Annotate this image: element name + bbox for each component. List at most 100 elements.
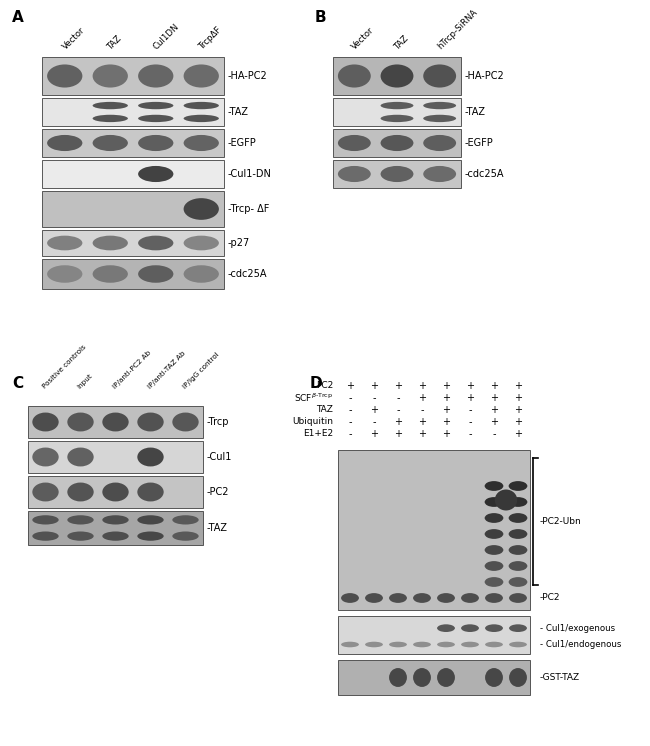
Text: -: - <box>492 429 496 439</box>
Text: -TAZ: -TAZ <box>207 523 228 533</box>
Ellipse shape <box>423 166 456 182</box>
Text: -Cul1-DN: -Cul1-DN <box>228 169 272 179</box>
Text: IP/IgG control: IP/IgG control <box>181 351 220 390</box>
Ellipse shape <box>92 102 128 109</box>
Ellipse shape <box>389 668 407 687</box>
Text: TAZ: TAZ <box>316 406 333 415</box>
Text: +: + <box>442 417 450 427</box>
Text: -: - <box>372 393 376 403</box>
Ellipse shape <box>509 624 527 632</box>
Ellipse shape <box>423 135 456 151</box>
Ellipse shape <box>183 102 219 109</box>
Text: +: + <box>442 405 450 415</box>
Ellipse shape <box>338 166 370 182</box>
Ellipse shape <box>485 481 503 491</box>
Text: -EGFP: -EGFP <box>228 138 257 148</box>
Ellipse shape <box>509 577 527 587</box>
Ellipse shape <box>461 624 479 632</box>
Text: +: + <box>466 393 474 403</box>
Bar <box>28 476 203 508</box>
Bar <box>28 511 203 545</box>
Ellipse shape <box>437 642 455 648</box>
Text: +: + <box>418 381 426 391</box>
Ellipse shape <box>461 593 479 603</box>
Text: Input: Input <box>77 372 94 390</box>
Ellipse shape <box>102 483 129 501</box>
Text: -: - <box>348 405 352 415</box>
Text: -Trcp: -Trcp <box>207 417 229 427</box>
Text: -PC2-Ubn: -PC2-Ubn <box>540 517 582 526</box>
Ellipse shape <box>485 642 503 648</box>
Text: -cdc25A: -cdc25A <box>228 269 268 279</box>
Text: TAZ: TAZ <box>106 33 124 51</box>
Ellipse shape <box>47 64 83 87</box>
Bar <box>42 230 224 256</box>
Ellipse shape <box>137 531 164 541</box>
Ellipse shape <box>380 135 413 151</box>
Ellipse shape <box>183 115 219 122</box>
Ellipse shape <box>413 642 431 648</box>
Text: - Cul1/exogenous: - Cul1/exogenous <box>540 624 615 633</box>
Ellipse shape <box>102 413 129 431</box>
Text: -EGFP: -EGFP <box>465 138 494 148</box>
Ellipse shape <box>437 593 455 603</box>
Text: -Trcp- ΔF: -Trcp- ΔF <box>228 204 269 214</box>
Ellipse shape <box>183 198 219 220</box>
Ellipse shape <box>138 266 174 283</box>
Ellipse shape <box>461 642 479 648</box>
Text: SCF$^{\beta\text{-Trcp}}$: SCF$^{\beta\text{-Trcp}}$ <box>294 392 333 404</box>
Ellipse shape <box>509 513 527 523</box>
Text: +: + <box>490 405 498 415</box>
Text: -: - <box>348 393 352 403</box>
Ellipse shape <box>509 561 527 571</box>
Ellipse shape <box>47 236 83 251</box>
Text: +: + <box>418 417 426 427</box>
Ellipse shape <box>509 545 527 555</box>
Ellipse shape <box>183 266 219 283</box>
Text: D: D <box>310 376 322 391</box>
Ellipse shape <box>138 115 174 122</box>
Ellipse shape <box>485 577 503 587</box>
Text: IP/anti-TAZ Ab: IP/anti-TAZ Ab <box>146 350 187 390</box>
Text: +: + <box>394 417 402 427</box>
Text: -: - <box>468 429 472 439</box>
Text: Cul1DN: Cul1DN <box>151 22 181 51</box>
Ellipse shape <box>509 497 527 507</box>
Ellipse shape <box>137 483 164 501</box>
Text: -: - <box>348 429 352 439</box>
Ellipse shape <box>509 642 527 648</box>
Ellipse shape <box>138 135 174 151</box>
Text: +: + <box>466 381 474 391</box>
Text: -cdc25A: -cdc25A <box>465 169 504 179</box>
Ellipse shape <box>68 515 94 524</box>
Text: +: + <box>490 393 498 403</box>
Bar <box>338 450 530 610</box>
Ellipse shape <box>68 448 94 466</box>
Text: +: + <box>514 405 522 415</box>
Ellipse shape <box>138 102 174 109</box>
Text: -GST-TAZ: -GST-TAZ <box>540 673 580 682</box>
Text: Vector: Vector <box>60 25 86 51</box>
Ellipse shape <box>32 413 58 431</box>
Text: -: - <box>468 417 472 427</box>
Ellipse shape <box>341 642 359 648</box>
Bar <box>333 57 461 95</box>
Ellipse shape <box>437 668 455 687</box>
Ellipse shape <box>138 236 174 251</box>
Ellipse shape <box>413 668 431 687</box>
Bar <box>42 98 224 126</box>
Text: IP/anti-PC2 Ab: IP/anti-PC2 Ab <box>112 350 152 390</box>
Text: +: + <box>370 429 378 439</box>
Ellipse shape <box>485 513 503 523</box>
Ellipse shape <box>380 102 413 109</box>
Text: PC2: PC2 <box>316 381 333 390</box>
Bar <box>28 406 203 438</box>
Ellipse shape <box>338 64 370 87</box>
Ellipse shape <box>32 483 58 501</box>
Text: -: - <box>396 393 400 403</box>
Ellipse shape <box>485 561 503 571</box>
Bar <box>42 57 224 95</box>
Text: +: + <box>370 381 378 391</box>
Ellipse shape <box>137 515 164 524</box>
Ellipse shape <box>509 481 527 491</box>
